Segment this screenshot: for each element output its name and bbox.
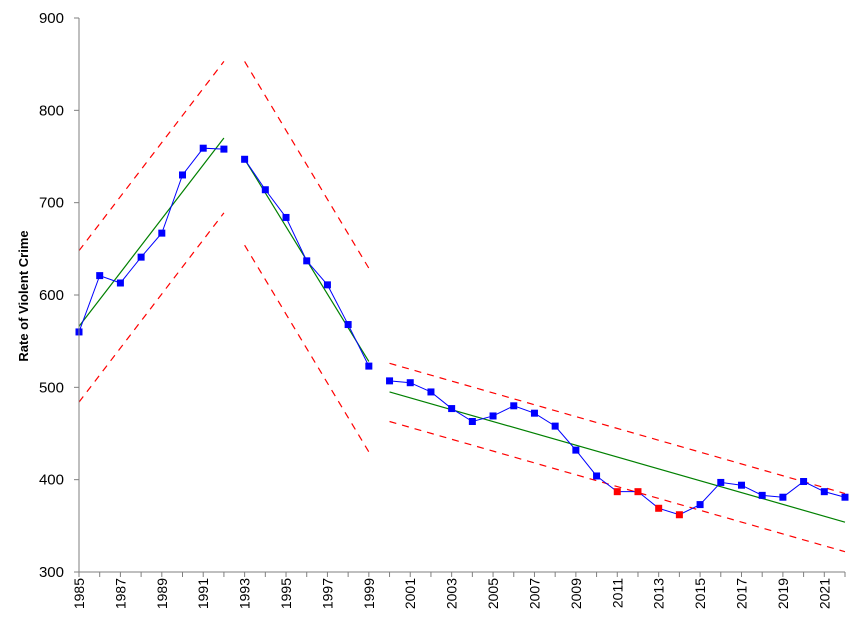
y-axis-label: Rate of Violent Crime xyxy=(16,230,31,361)
x-tick-label: 1999 xyxy=(361,578,377,609)
data-point xyxy=(758,491,766,499)
data-point xyxy=(779,493,787,501)
control-limits xyxy=(78,61,846,553)
x-tick-label: 1997 xyxy=(319,578,335,609)
x-tick-label: 1993 xyxy=(237,578,253,609)
x-tick-label: 2021 xyxy=(816,578,832,609)
data-point xyxy=(737,481,745,489)
data-point xyxy=(406,379,414,387)
data-point xyxy=(241,155,249,163)
trend-lines xyxy=(78,137,846,523)
x-tick-label: 2017 xyxy=(733,578,749,609)
x-tick-label: 2003 xyxy=(444,578,460,609)
lower-limit-line xyxy=(389,420,846,553)
data-point xyxy=(199,144,207,152)
y-tick-label: 800 xyxy=(39,102,64,119)
x-tick-label: 2005 xyxy=(485,578,501,609)
data-point xyxy=(551,422,559,430)
data-point xyxy=(510,402,518,410)
y-tick-label: 500 xyxy=(39,379,64,396)
y-tick-label: 700 xyxy=(39,195,64,212)
x-tick-label: 1991 xyxy=(195,578,211,609)
upper-limit-line xyxy=(244,61,370,269)
data-point xyxy=(179,171,187,179)
data-line xyxy=(78,147,224,333)
trend-line xyxy=(78,137,225,327)
data-point xyxy=(530,409,538,417)
x-tick-label: 1989 xyxy=(154,578,170,609)
x-tick-label: 2011 xyxy=(609,578,625,608)
data-point xyxy=(696,501,704,509)
x-tick-label: 2015 xyxy=(692,578,708,609)
y-tick-label: 300 xyxy=(39,564,64,581)
data-point xyxy=(800,478,808,486)
x-tick-label: 2007 xyxy=(526,578,542,609)
data-series xyxy=(75,144,849,519)
data-point xyxy=(717,478,725,486)
x-tick-label: 2013 xyxy=(651,578,667,609)
trend-line xyxy=(389,391,846,523)
x-tick-label: 2009 xyxy=(568,578,584,609)
data-point xyxy=(116,279,124,287)
x-tick-label: 2001 xyxy=(402,578,418,609)
signal-point xyxy=(655,504,663,512)
data-point xyxy=(820,488,828,496)
data-point xyxy=(323,281,331,289)
data-point xyxy=(572,446,580,454)
data-point xyxy=(427,388,435,396)
data-point xyxy=(448,405,456,413)
data-point xyxy=(96,272,104,280)
upper-limit-line xyxy=(78,61,225,252)
y-tick-label: 900 xyxy=(39,10,64,27)
data-point xyxy=(593,472,601,480)
x-tick-label: 1987 xyxy=(112,578,128,609)
data-point xyxy=(344,321,352,329)
data-point xyxy=(365,362,373,370)
data-point xyxy=(261,186,269,194)
x-tick-label: 1985 xyxy=(71,578,87,609)
data-point xyxy=(282,213,290,221)
data-point xyxy=(158,229,166,237)
signal-point xyxy=(613,488,621,496)
signal-point xyxy=(634,488,642,496)
x-tick-label: 1995 xyxy=(278,578,294,609)
lower-limit-line xyxy=(244,244,370,453)
data-point xyxy=(303,257,311,265)
data-point xyxy=(489,412,497,420)
y-tick-label: 600 xyxy=(39,287,64,304)
data-point xyxy=(220,145,228,153)
data-point xyxy=(386,377,394,385)
data-point xyxy=(137,253,145,261)
axes: 300 400 500 600 700 800 900 1985 1987 1989 1991 199… xyxy=(39,10,846,609)
lower-limit-line xyxy=(78,212,225,403)
data-point xyxy=(468,417,476,425)
y-tick-label: 400 xyxy=(39,472,64,489)
upper-limit-line xyxy=(389,362,846,495)
data-point xyxy=(841,493,849,501)
x-tick-label: 2019 xyxy=(775,578,791,609)
signal-point xyxy=(675,511,683,519)
